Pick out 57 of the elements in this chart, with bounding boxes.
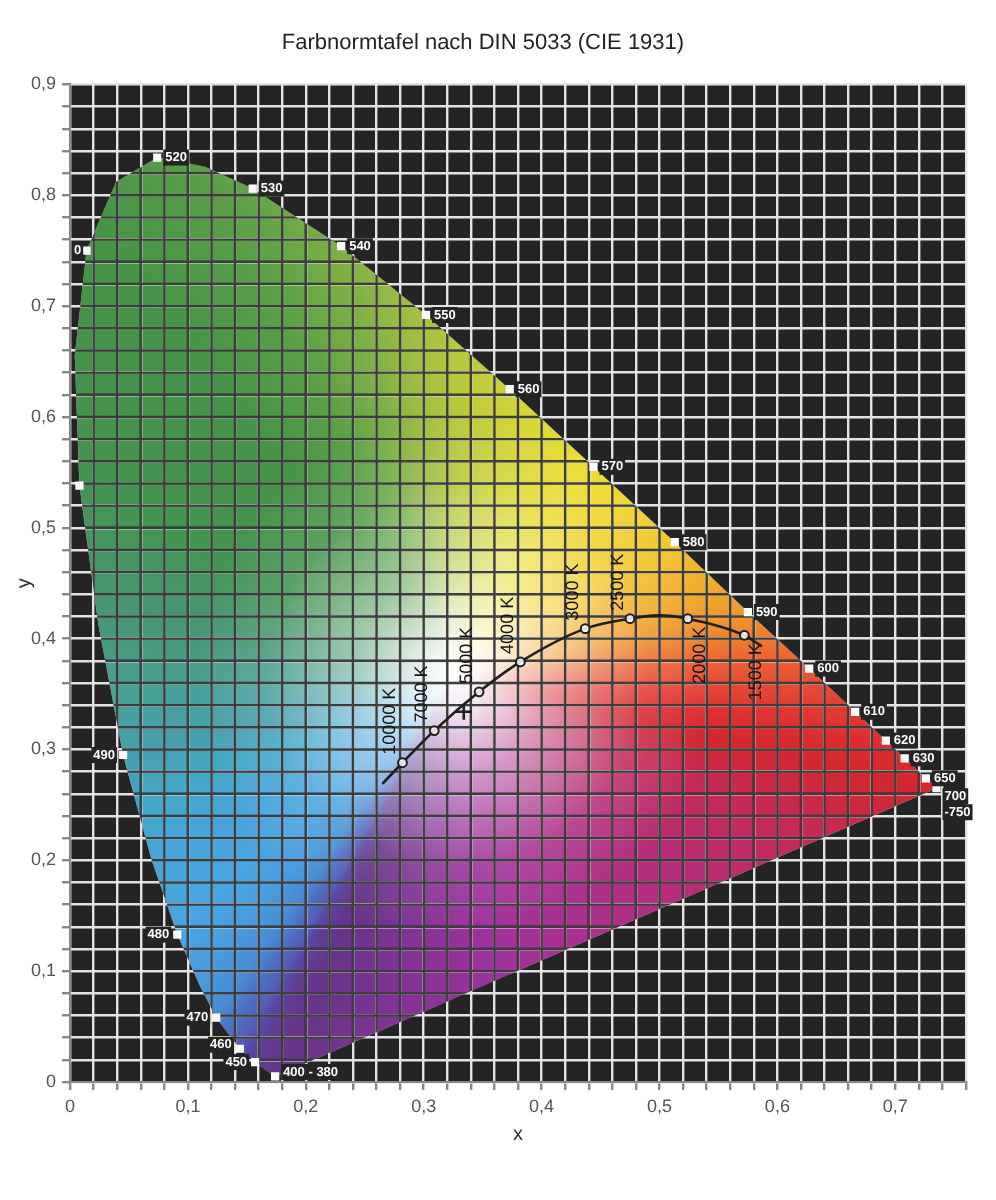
x-tick-label: 0,3 (411, 1095, 437, 1116)
chart-title: Farbnormtafel nach DIN 5033 (CIE 1931) (281, 31, 685, 56)
x-tick-label: 0,4 (529, 1095, 555, 1116)
point (82, 246, 91, 255)
x-tick-label: 0,5 (646, 1095, 672, 1116)
x-tick-label: 0,2 (293, 1095, 319, 1116)
x-tick-label: 0 (64, 1095, 76, 1116)
y-tick-label: 0,9 (30, 73, 56, 94)
x-axis-title: x (513, 1123, 523, 1146)
point (173, 930, 182, 939)
y-axis-title: y (13, 578, 36, 589)
point (153, 153, 162, 162)
point (589, 462, 598, 471)
point (900, 754, 909, 763)
x-tick-label: 0,6 (764, 1095, 790, 1116)
y-tick-label: 0,7 (30, 295, 56, 316)
point (337, 242, 346, 251)
point (421, 310, 431, 320)
point (670, 538, 679, 547)
point (75, 481, 84, 490)
point (881, 736, 890, 745)
point (473, 686, 485, 698)
point (212, 1013, 221, 1022)
x-tick-label: 0,1 (175, 1095, 201, 1116)
y-tick-label: 0,3 (30, 738, 56, 759)
y-tick-label: 0,2 (30, 849, 56, 870)
point (271, 1072, 280, 1081)
point (248, 184, 257, 193)
y-tick-label: 0,1 (30, 960, 56, 981)
point (505, 385, 514, 394)
point (682, 613, 694, 625)
annotation: 10000 K (379, 687, 400, 755)
point (738, 629, 750, 641)
annotation: 3000 K (562, 563, 583, 621)
point (805, 664, 814, 673)
point (743, 607, 753, 617)
point (851, 707, 860, 716)
y-tick-label: 0,8 (30, 184, 56, 205)
annotation: 2000 K (688, 626, 709, 684)
point (428, 725, 440, 737)
y-tick-label: 0,4 (30, 627, 56, 648)
y-tick-label: 0 (45, 1070, 56, 1091)
point (514, 656, 526, 668)
point (454, 702, 474, 722)
point (624, 613, 636, 625)
point (250, 1057, 260, 1067)
y-tick-label: 0,6 (30, 405, 56, 426)
point (921, 774, 931, 783)
y-tick-label: 0,5 (30, 516, 56, 537)
point (579, 623, 591, 635)
x-tick-label: 0,7 (882, 1095, 908, 1116)
annotation: 7000 K (411, 665, 432, 723)
annotation: 4000 K (497, 596, 518, 654)
annotation: 2500 K (606, 553, 627, 611)
point (118, 750, 128, 760)
point (397, 757, 408, 769)
point (235, 1044, 244, 1053)
